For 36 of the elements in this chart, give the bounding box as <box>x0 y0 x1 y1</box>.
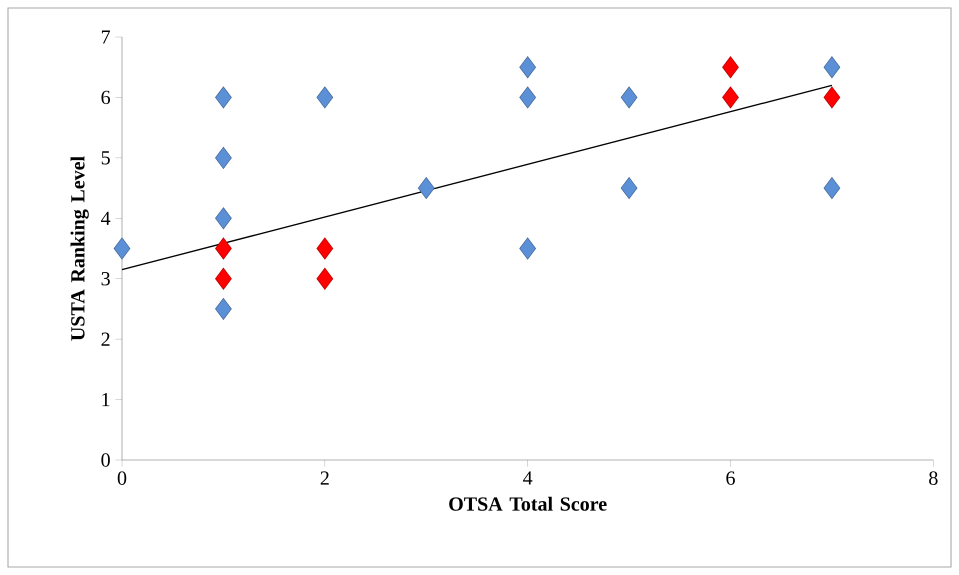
y-tick-label: 0 <box>101 453 110 467</box>
x-tick-label: 0 <box>118 471 126 485</box>
point <box>215 298 232 320</box>
point <box>519 86 536 108</box>
x-tick-label: 2 <box>320 471 329 485</box>
y-tick-label: 5 <box>102 151 110 164</box>
x-axis-title: OTSA Total Score <box>449 496 607 511</box>
point <box>824 177 840 200</box>
point <box>215 146 232 169</box>
point <box>316 86 334 108</box>
point <box>722 86 739 108</box>
point <box>418 177 435 200</box>
y-tick-label: 3 <box>102 272 110 286</box>
x-tick-label: 4 <box>523 471 532 485</box>
point <box>215 86 232 108</box>
point <box>722 56 739 78</box>
x-tick-label: 6 <box>726 471 735 485</box>
point <box>620 86 638 108</box>
y-tick-label: 4 <box>101 212 110 225</box>
point <box>519 56 536 78</box>
point <box>316 238 334 260</box>
y-tick-label: 2 <box>102 332 110 346</box>
point <box>620 177 638 200</box>
point <box>215 238 232 260</box>
y-axis-title: USTA Ranking Level <box>70 156 89 341</box>
y-tick-label: 7 <box>102 30 110 44</box>
y-tick-label: 6 <box>101 90 110 104</box>
point <box>824 86 840 108</box>
point <box>519 238 536 260</box>
point <box>824 56 840 78</box>
y-tick-label: 1 <box>102 392 110 406</box>
point <box>215 207 232 230</box>
point <box>114 238 130 260</box>
point <box>316 268 334 290</box>
point <box>215 268 232 290</box>
x-tick-label: 8 <box>929 471 938 485</box>
